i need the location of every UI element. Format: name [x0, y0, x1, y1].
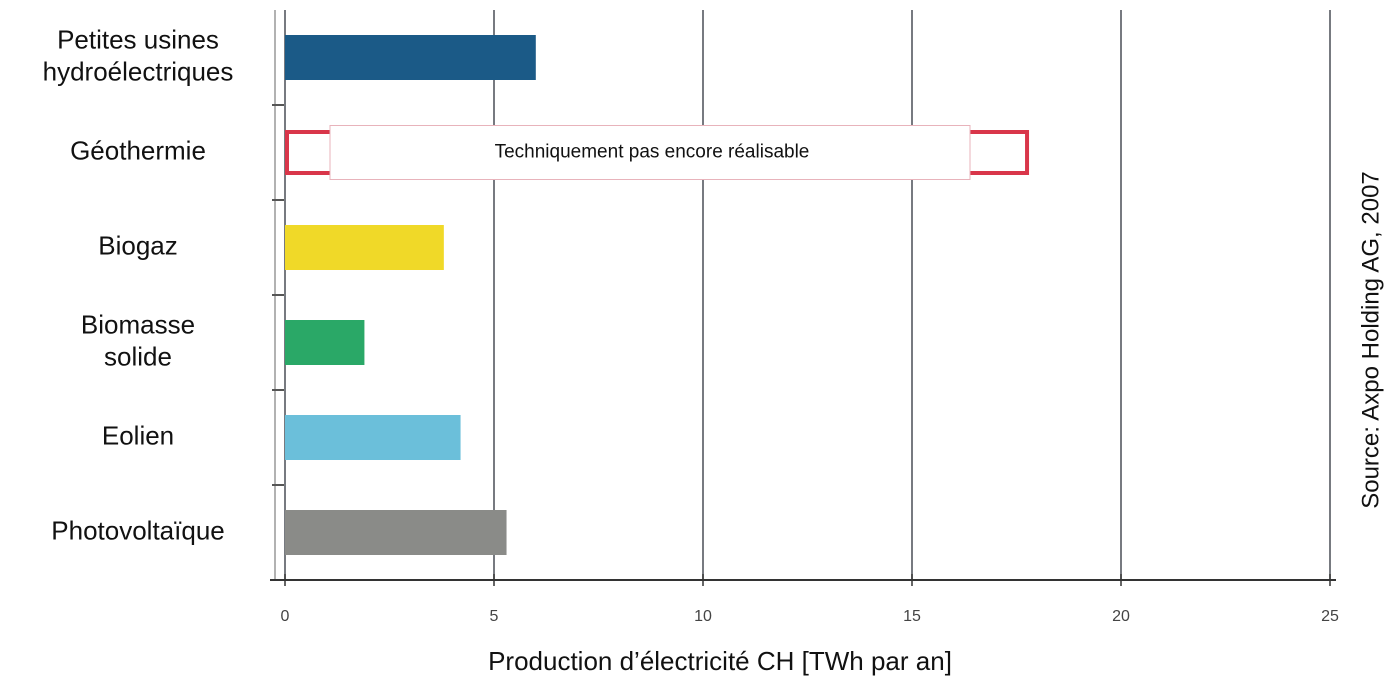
category-label: Petites usines hydroélectriques	[43, 24, 234, 86]
category-label: Biomasse solide	[81, 309, 195, 371]
category-line: Petites usines	[57, 24, 219, 54]
category-line: Biogaz	[98, 230, 178, 260]
category-line: Biomasse	[81, 309, 195, 339]
x-tick-label: 15	[903, 608, 921, 625]
category-line: hydroélectriques	[43, 56, 234, 86]
bar	[285, 320, 365, 365]
bar	[285, 35, 536, 80]
x-tick-label: 20	[1112, 608, 1130, 625]
x-tick-label: 5	[490, 608, 499, 625]
category-label: Biogaz	[98, 230, 178, 260]
bar	[285, 415, 461, 460]
x-tick-label: 10	[694, 608, 712, 625]
bar	[285, 510, 507, 555]
category-label: Eolien	[102, 420, 174, 450]
category-label: Géothermie	[70, 135, 206, 165]
annotation: Techniquement pas encore réalisable	[495, 142, 810, 163]
category-line: Photovoltaïque	[51, 515, 224, 545]
bar	[285, 225, 444, 270]
category-line: Géothermie	[70, 135, 206, 165]
annotation-box	[329, 125, 971, 180]
x-tick-label: 0	[281, 608, 290, 625]
category-line: Eolien	[102, 420, 174, 450]
category-line: solide	[104, 341, 172, 371]
category-label: Photovoltaïque	[51, 515, 224, 545]
x-axis-label: Production d’électricité CH [TWh par an]	[488, 646, 952, 676]
x-tick-label: 25	[1321, 608, 1339, 625]
source: Source: Axpo Holding AG, 2007	[1357, 171, 1384, 509]
